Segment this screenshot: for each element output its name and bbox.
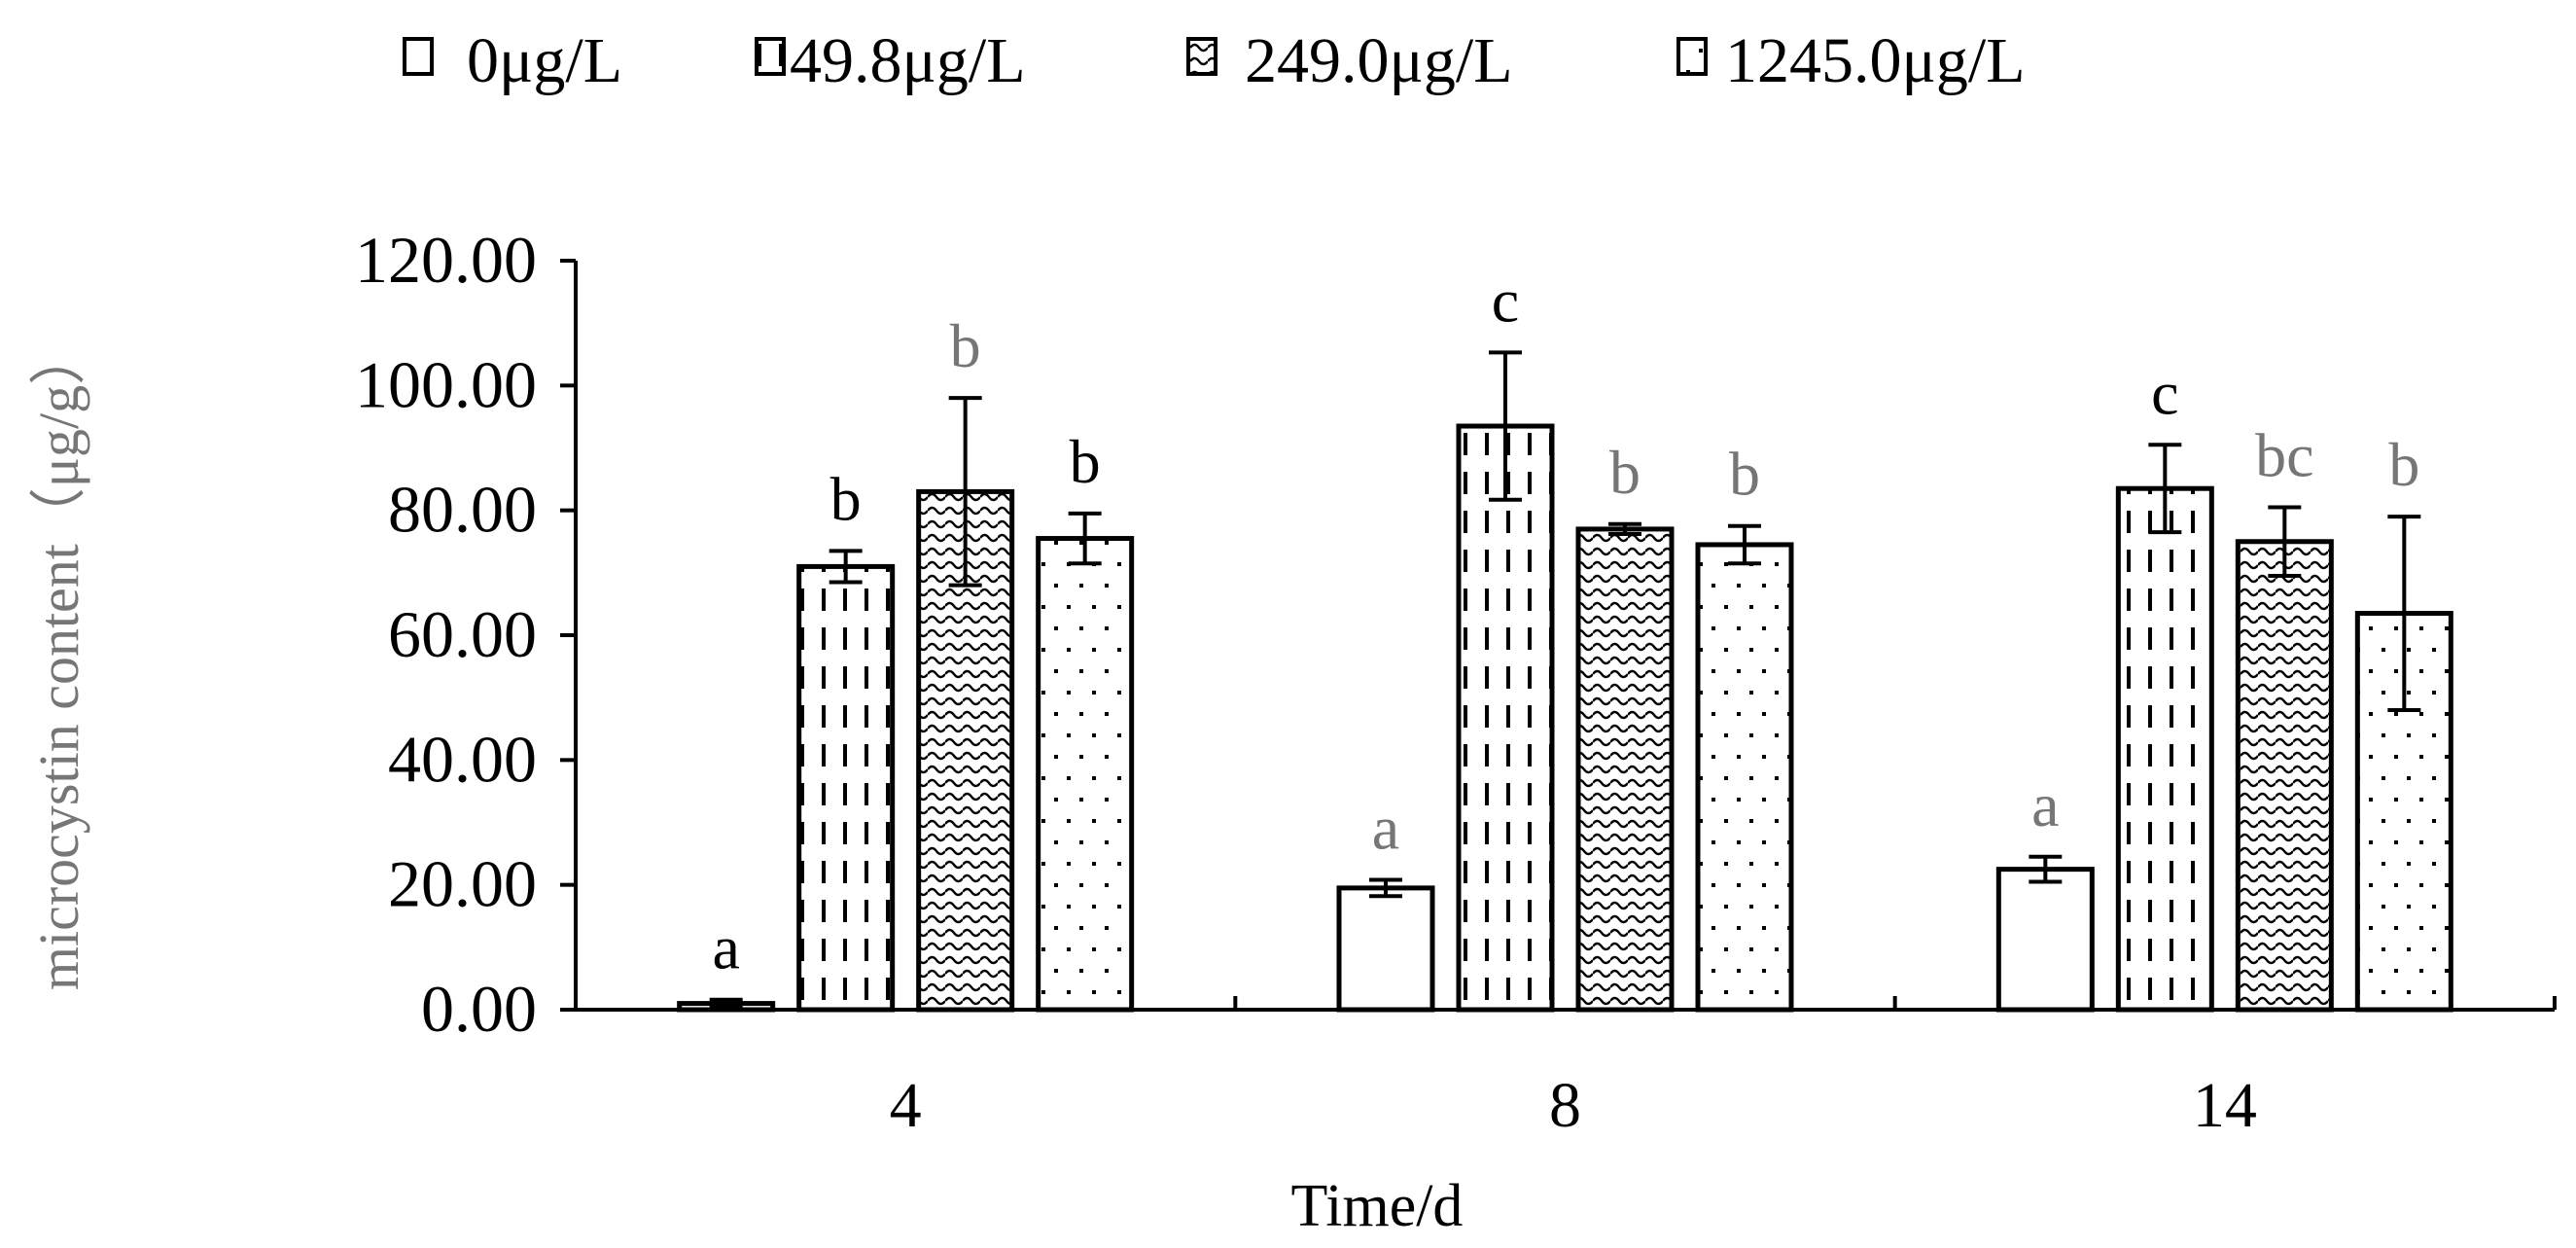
- significance-letter: b: [1070, 427, 1101, 496]
- significance-letter: c: [2151, 358, 2178, 427]
- y-axis-label: microcystin content（μg/g）: [27, 329, 90, 990]
- y-tick-label: 40.00: [388, 722, 537, 796]
- legend-label-0: 0μg/L: [467, 25, 622, 96]
- significance-letter: b: [830, 464, 862, 533]
- legend-label-1: 49.8μg/L: [790, 25, 1026, 96]
- legend: 0μg/L 49.8μg/L 249.0μg/L 1245.0μg/L: [403, 25, 2026, 96]
- significance-letter: b: [2388, 430, 2419, 499]
- y-tick-label: 80.00: [388, 473, 537, 547]
- legend-label-3: 1245.0μg/L: [1725, 25, 2026, 96]
- legend-swatch-0: [403, 37, 434, 76]
- bar: [1456, 423, 1555, 1013]
- bar: [1995, 867, 2095, 1013]
- bar: [1695, 542, 1794, 1013]
- significance-letter: bc: [2255, 420, 2313, 489]
- legend-swatch-3: [1676, 37, 1708, 76]
- y-tick-label: 60.00: [388, 597, 537, 671]
- plot-area: 0.00 20.00 40.00 60.00 80.00 100.00 120.00 4 a b b…: [355, 223, 2557, 1141]
- bar: [1336, 885, 1435, 1013]
- significance-letter: a: [1372, 794, 1399, 863]
- y-tick-label: 120.00: [355, 223, 537, 297]
- x-tick-label: 14: [2193, 1070, 2257, 1141]
- significance-letter: a: [2031, 770, 2059, 839]
- legend-item-2: 249.0μg/L: [1186, 25, 1513, 96]
- y-tick-label: 0.00: [421, 972, 537, 1046]
- significance-letter: c: [1492, 266, 1519, 335]
- x-tick-label: 4: [890, 1070, 922, 1141]
- y-tick-label: 100.00: [355, 347, 537, 421]
- significance-letter: a: [712, 913, 739, 982]
- legend-item-1: 49.8μg/L: [755, 25, 1026, 96]
- legend-label-2: 249.0μg/L: [1245, 25, 1513, 96]
- bar: [2235, 539, 2334, 1013]
- significance-letter: b: [1609, 438, 1641, 507]
- legend-swatch-2: [1186, 37, 1217, 76]
- bar: [1575, 526, 1675, 1013]
- legend-item-0: 0μg/L: [403, 25, 622, 96]
- legend-swatch-1: [755, 37, 786, 76]
- x-tick-label: 8: [1549, 1070, 1581, 1141]
- bar: [796, 563, 896, 1013]
- bar: [1036, 536, 1135, 1013]
- bar: [2115, 485, 2214, 1013]
- x-axis-label: Time/d: [1291, 1173, 1464, 1239]
- significance-letter: b: [1729, 440, 1760, 509]
- y-tick-label: 20.00: [388, 847, 537, 921]
- significance-letter: b: [950, 311, 981, 380]
- legend-item-3: 1245.0μg/L: [1676, 25, 2026, 96]
